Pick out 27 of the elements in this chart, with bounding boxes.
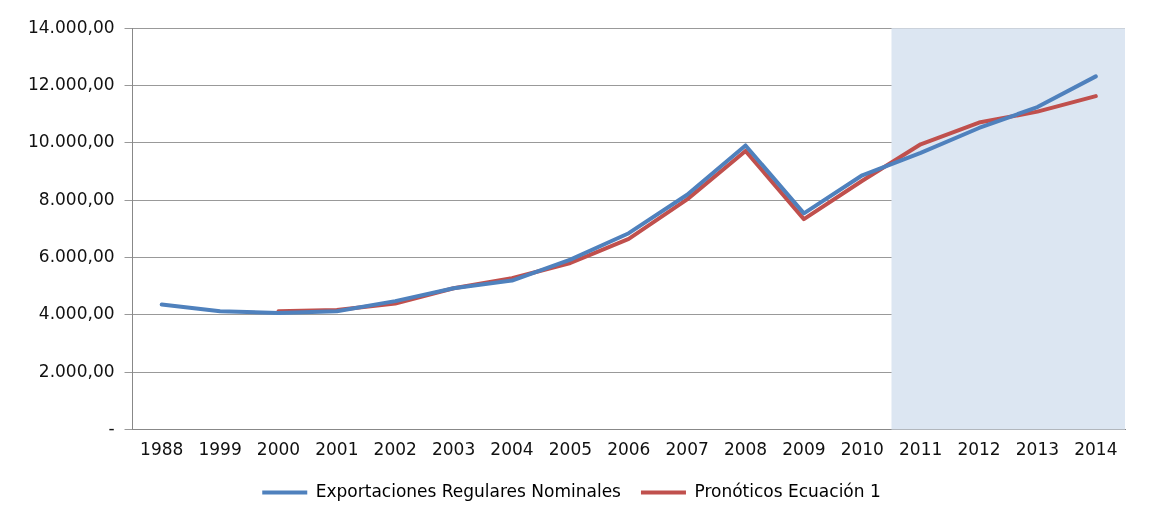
legend-label: Pronóticos Ecuación 1 [694, 480, 881, 501]
y-tick-label: 12.000,00 [27, 73, 115, 94]
y-tick-label: 14.000,00 [27, 16, 115, 37]
x-tick-label: 2000 [256, 439, 301, 460]
x-tick-label: 1988 [140, 439, 184, 460]
x-tick-label: 2002 [373, 439, 417, 460]
x-tick-label: 1999 [198, 439, 242, 460]
x-tick-label: 2007 [665, 439, 709, 460]
x-tick-label: 2010 [840, 439, 884, 460]
y-tick-label: 2.000,00 [38, 360, 115, 381]
x-tick-label: 2003 [431, 439, 476, 460]
x-tick-label: 2013 [1015, 439, 1060, 460]
x-tick-label: 2014 [1074, 439, 1118, 460]
x-tick-label: 2011 [899, 439, 943, 460]
legend-label: Exportaciones Regulares Nominales [315, 480, 622, 501]
x-tick-label: 2008 [723, 439, 768, 460]
x-tick-label: 2004 [490, 439, 534, 460]
x-tick-label: 2005 [548, 439, 593, 460]
x-tick-label: 2001 [315, 439, 359, 460]
y-tick-label: 10.000,00 [27, 131, 115, 152]
y-tick-label: 8.000,00 [38, 188, 115, 209]
y-tick-label: 4.000,00 [38, 303, 115, 324]
x-tick-label: 2009 [782, 439, 826, 460]
y-tick-label: 6.000,00 [38, 245, 115, 266]
x-tick-label: 2006 [607, 439, 651, 460]
x-tick-label: 2012 [957, 439, 1001, 460]
y-tick-label: - [108, 418, 115, 439]
